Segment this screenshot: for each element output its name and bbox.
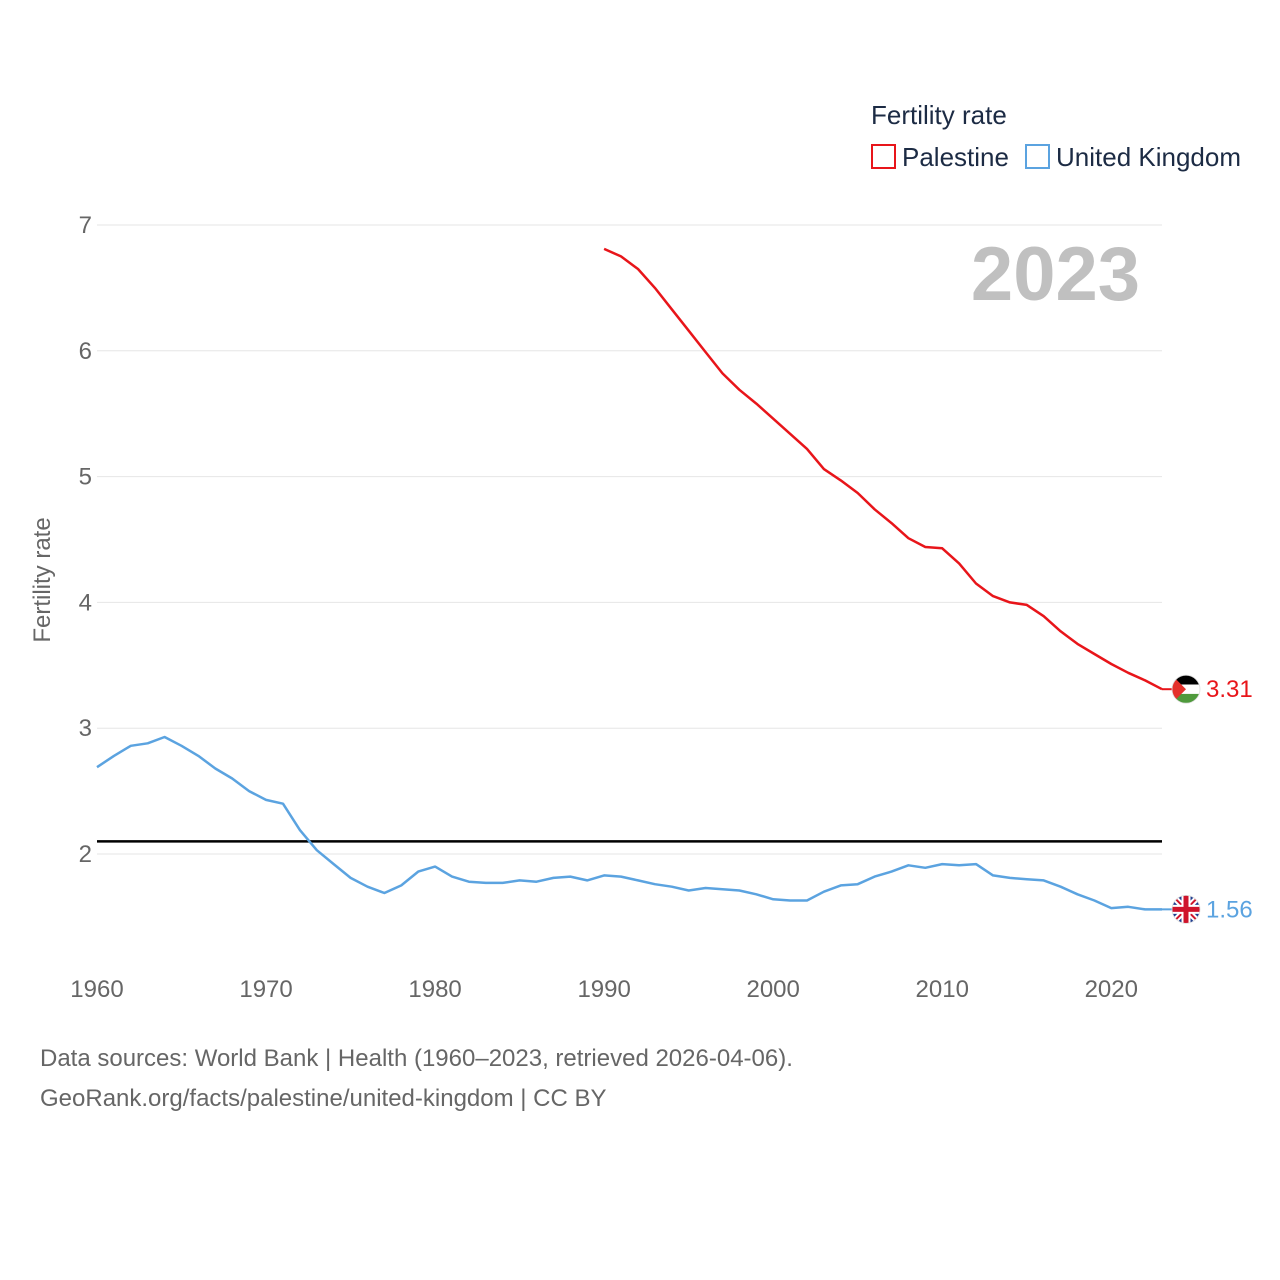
legend-item-palestine[interactable]: Palestine bbox=[871, 142, 1009, 172]
y-tick-label: 4 bbox=[79, 589, 92, 616]
year-label: 2023 bbox=[971, 232, 1140, 317]
x-tick-label: 2010 bbox=[916, 976, 969, 1003]
legend-label-united-kingdom: United Kingdom bbox=[1056, 142, 1241, 172]
palestine-flag-icon bbox=[1171, 674, 1201, 704]
legend-title: Fertility rate bbox=[871, 100, 1007, 130]
footer-attribution: GeoRank.org/facts/palestine/united-kingd… bbox=[40, 1085, 607, 1112]
y-axis-ticks: 2 3 4 5 6 7 bbox=[79, 212, 92, 868]
gridlines bbox=[97, 224, 1162, 855]
y-tick-label: 6 bbox=[79, 338, 92, 365]
y-tick-label: 7 bbox=[79, 212, 92, 239]
line-chart: Fertility rate Palestine United Kingdom … bbox=[29, 100, 1253, 1003]
legend-swatch-united-kingdom bbox=[1025, 144, 1050, 169]
x-tick-label: 1960 bbox=[70, 976, 123, 1003]
uk-flag-icon bbox=[1171, 894, 1201, 924]
series-line-palestine bbox=[603, 247, 1163, 691]
footer-sources: Data sources: World Bank | Health (1960–… bbox=[40, 1045, 793, 1072]
x-tick-label: 1970 bbox=[239, 976, 292, 1003]
y-axis-title: Fertility rate bbox=[29, 517, 56, 642]
x-tick-label: 1980 bbox=[408, 976, 461, 1003]
legend-item-united-kingdom[interactable]: United Kingdom bbox=[1025, 142, 1241, 172]
legend-swatch-palestine bbox=[871, 144, 896, 169]
x-tick-label: 1990 bbox=[577, 976, 630, 1003]
x-axis-ticks: 1960 1970 1980 1990 2000 2010 2020 bbox=[70, 976, 1138, 1003]
x-tick-label: 2000 bbox=[746, 976, 799, 1003]
y-tick-label: 2 bbox=[79, 841, 92, 868]
end-value-united-kingdom: 1.56 bbox=[1206, 896, 1253, 923]
series-line-united-kingdom bbox=[96, 735, 1162, 911]
x-tick-label: 2020 bbox=[1085, 976, 1138, 1003]
end-value-palestine: 3.31 bbox=[1206, 676, 1253, 703]
y-tick-label: 5 bbox=[79, 464, 92, 491]
legend-label-palestine: Palestine bbox=[902, 142, 1009, 172]
y-tick-label: 3 bbox=[79, 715, 92, 742]
